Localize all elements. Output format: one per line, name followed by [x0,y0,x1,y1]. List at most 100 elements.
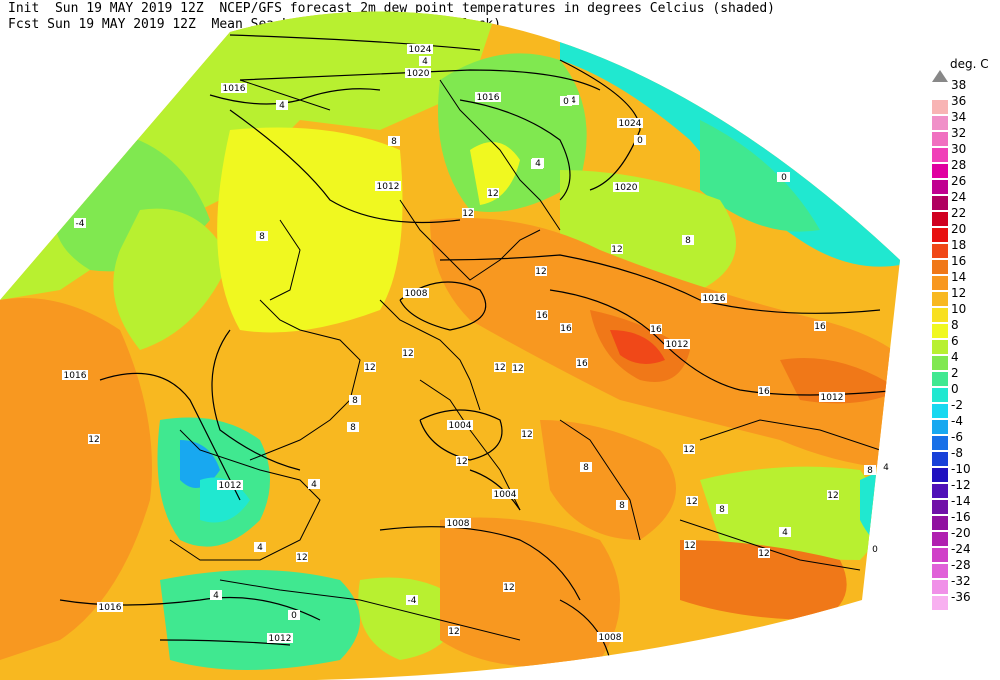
dewpoint-label: 16 [758,387,770,397]
legend-swatch [932,404,948,418]
legend-label: 22 [951,206,967,220]
legend-label: 30 [951,142,967,156]
dewpoint-label-box [406,595,418,605]
legend-label: 36 [951,94,967,108]
dewpoint-label: 12 [296,553,307,563]
dewpoint-label-box [827,490,839,500]
legend-label: 24 [951,190,967,204]
dewpoint-label: 0 [291,611,297,621]
dewpoint-label: 8 [583,463,589,473]
dewpoint-label: -4 [408,596,417,606]
isobar-label-box [475,92,501,102]
isobar-label: 1024 [619,119,642,129]
isobar-label: 1016 [64,371,87,381]
legend-swatch [932,596,948,610]
dewpoint-label-box [487,188,499,198]
legend-swatch [932,388,948,402]
legend-swatch [932,564,948,578]
dewpoint-label: 4 [535,159,541,169]
dewpoint-label-box [532,158,544,168]
dewpoint-label-box [869,544,881,554]
dewpoint-label-box [560,96,572,106]
dewpoint-label: 12 [462,209,473,219]
dewpoint-label: 12 [611,245,622,255]
dewpoint-label-box [864,465,876,475]
legend-label: -12 [951,478,971,492]
dewpoint-label: 8 [685,236,691,246]
legend-label: -32 [951,574,971,588]
legend-label: 16 [951,254,967,268]
legend-label: -24 [951,542,971,556]
dewpoint-label: 8 [719,505,725,515]
legend-swatch [932,420,948,434]
dewpoint-label-box [448,626,460,636]
isobar-label: 1008 [447,519,470,529]
legend-label: -14 [951,494,971,508]
legend-title: deg. C [950,57,989,71]
legend-swatch [932,580,948,594]
isobar-label: 1020 [407,69,430,79]
legend-swatch [932,308,948,322]
dewpoint-label: 0 [781,173,787,183]
legend-swatch [932,260,948,274]
isobar-label-box [613,182,639,192]
dewpoint-label: 12 [521,430,532,440]
dewpoint-label: 12 [456,457,467,467]
dewpoint-label-box [402,348,414,358]
legend-label: 4 [951,350,959,364]
legend-swatch [932,340,948,354]
dewpoint-label: 12 [364,363,375,373]
isobar-label-box [445,518,471,528]
isobar-label-box [819,392,845,402]
isobar-label: 1024 [409,45,432,55]
isobar-label: 1008 [599,633,622,643]
isobar-label: 1012 [377,182,400,192]
legend-label: 28 [951,158,967,172]
dewpoint-map: 1024 1020 1016 1016 1024 1020 1012 1016 1008 1012… [0,11,900,680]
legend-top-label: 38 [951,78,967,92]
dewpoint-label: 4 [782,528,788,538]
dewpoint-label: 16 [650,325,662,335]
legend-label: 26 [951,174,967,188]
dewpoint-label-box [88,434,100,444]
legend-label: 32 [951,126,967,140]
dewpoint-label: 8 [259,232,265,242]
isobar-label-box [407,44,433,54]
legend-top-arrow [932,70,948,82]
dewpoint-label: -4 [76,219,85,229]
dewpoint-label-box [364,362,376,372]
legend-swatch [932,484,948,498]
dewpoint-label: 12 [686,497,697,507]
dewpoint-label: 16 [560,324,572,334]
legend-swatch [932,164,948,178]
dewpoint-label-box [560,323,572,333]
legend-label: -4 [951,414,963,428]
isobar-label-box [492,489,518,499]
dewpoint-label-box [388,136,400,146]
isobar-label-box [597,632,623,642]
legend-swatch [932,292,948,306]
dewpoint-label: 4 [213,591,219,601]
legend-swatch [932,244,948,258]
dewpoint-label-box [349,395,361,405]
dewpoint-label-box [494,362,506,372]
isobar-label: 1016 [477,93,500,103]
isobar-label: 1016 [99,603,122,613]
legend-label: 18 [951,238,967,252]
legend-swatch [932,372,948,386]
legend-label: 20 [951,222,967,236]
isobar-label-box [664,339,690,349]
dewpoint-label-box [535,266,547,276]
dewpoint-label: 12 [683,445,694,455]
dewpoint-label: 4 [311,480,317,490]
dewpoint-label: 12 [512,364,523,374]
isobar-label-box [405,68,431,78]
dewpoint-label: 12 [827,491,838,501]
isobar-label: 1004 [449,421,472,431]
dewpoint-label-box [616,500,628,510]
dewpoint-label-box [716,504,728,514]
header-line-1: Init Sun 19 MAY 2019 12Z NCEP/GFS foreca… [8,1,776,16]
legend-swatch [932,212,948,226]
isobar-label-box [221,83,247,93]
dewpoint-label: 16 [536,311,548,321]
